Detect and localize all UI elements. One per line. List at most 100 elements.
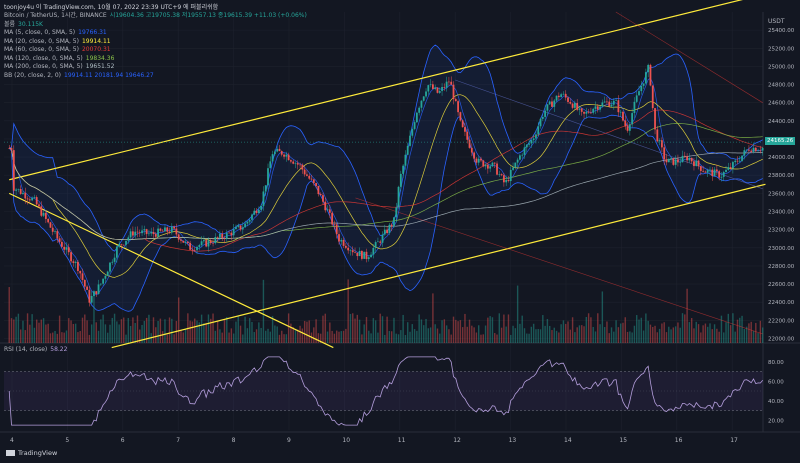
candle-body [567,97,569,102]
volume-bar [443,319,446,343]
price-tick-label: 22800.00 [768,264,795,270]
candle-body [704,171,707,173]
candle-body [748,149,750,151]
indicator-1: MA (20, close, 0, SMA, 5) 19914.11 [4,38,310,47]
volume-bar [461,327,464,343]
candle-body [711,169,714,177]
candle-body [340,239,343,242]
volume-bar [626,331,629,343]
volume-bar [477,325,480,343]
volume-bar [315,319,317,343]
volume-bar [732,313,734,343]
volume-bar [668,326,670,343]
volume-bar [93,291,95,343]
candle-body [166,227,169,232]
volume-bar [494,333,496,343]
indicator-2: MA (60, close, 0, SMA, 5) 20070.31 [4,46,310,55]
candle-body [276,148,279,152]
volume-bar [539,329,542,343]
candle-body [331,212,334,225]
volume-bar [624,317,626,343]
time-tick-label: 9 [287,437,291,444]
volume-bar [129,325,132,343]
volume-bar [361,334,363,343]
volume-bar [118,324,120,343]
candle-body [214,237,217,244]
volume-bar [244,316,246,343]
volume-bar [52,332,54,343]
time-tick-label: 15 [619,437,627,444]
candle-body [356,252,359,257]
volume-bar [482,334,484,343]
volume-bar [368,330,370,343]
candle-body [40,206,43,216]
candle-body [603,101,606,103]
candle-body [335,224,338,235]
time-tick-label: 12 [453,437,461,444]
footer-text: TradingView [18,449,58,457]
volume-bar [248,318,251,343]
price-tick-label: 24600.00 [768,101,795,107]
volume-bar [416,330,418,343]
candle-body [230,232,233,236]
current-price-tag: 24165.26 [765,137,796,145]
volume-bar [336,330,338,343]
volume-bar [203,323,205,343]
volume-bar [278,334,281,343]
candle-body [743,150,746,156]
candle-body [253,210,256,215]
volume-bar [285,334,288,343]
volume-bar [457,321,459,343]
volume-bar [242,334,244,343]
volume-bar [755,322,757,343]
volume-bar [615,320,617,343]
volume-bar [434,324,436,343]
volume-bar [297,329,299,343]
volume-bar [155,327,157,343]
title-bar: toonjoy4u 이 TradingView.com, 10월 07, 202… [4,4,219,11]
volume-bar [432,293,434,343]
candle-body [141,230,143,234]
volume-bar [232,333,235,343]
candle-body [65,247,68,250]
candle-body [372,247,375,255]
volume-bar [619,323,622,343]
volume-bar [718,331,720,343]
moving-average-4 [9,147,763,241]
rsi-tick-label: 40.00 [768,399,784,405]
volume-bar [333,333,336,343]
candle-body [470,147,473,153]
volume-bar [750,321,752,343]
price-tick-label: 23200.00 [768,228,795,234]
candle-body [251,214,253,220]
candle-body [377,241,379,243]
candle-body [109,262,111,272]
candle-body [686,156,688,161]
candle-body [750,150,753,152]
volume-bar [198,322,201,343]
candle-body [186,241,189,243]
volume-bar [544,325,546,343]
candle-body [198,245,201,247]
volume-bar [65,330,68,343]
volume-bar [189,320,191,343]
volume-bar [581,325,583,343]
time-tick-label: 13 [509,437,517,444]
candle-body [734,160,737,163]
price-tick-label: 23800.00 [768,173,795,179]
volume-bar [196,320,198,343]
volume-bar [216,320,219,343]
volume-bar [36,319,38,343]
candle-body [338,234,340,242]
candle-body [619,111,622,113]
volume-bar [79,331,81,343]
volume-bar [464,313,466,343]
volume-bar [468,319,471,343]
volume-bar [723,332,725,343]
candle-body [642,83,645,86]
volume-bar [452,316,455,343]
rsi-label: RSI (14, close) [4,346,48,353]
volume-bar [159,318,162,343]
volume-bar [22,320,24,343]
